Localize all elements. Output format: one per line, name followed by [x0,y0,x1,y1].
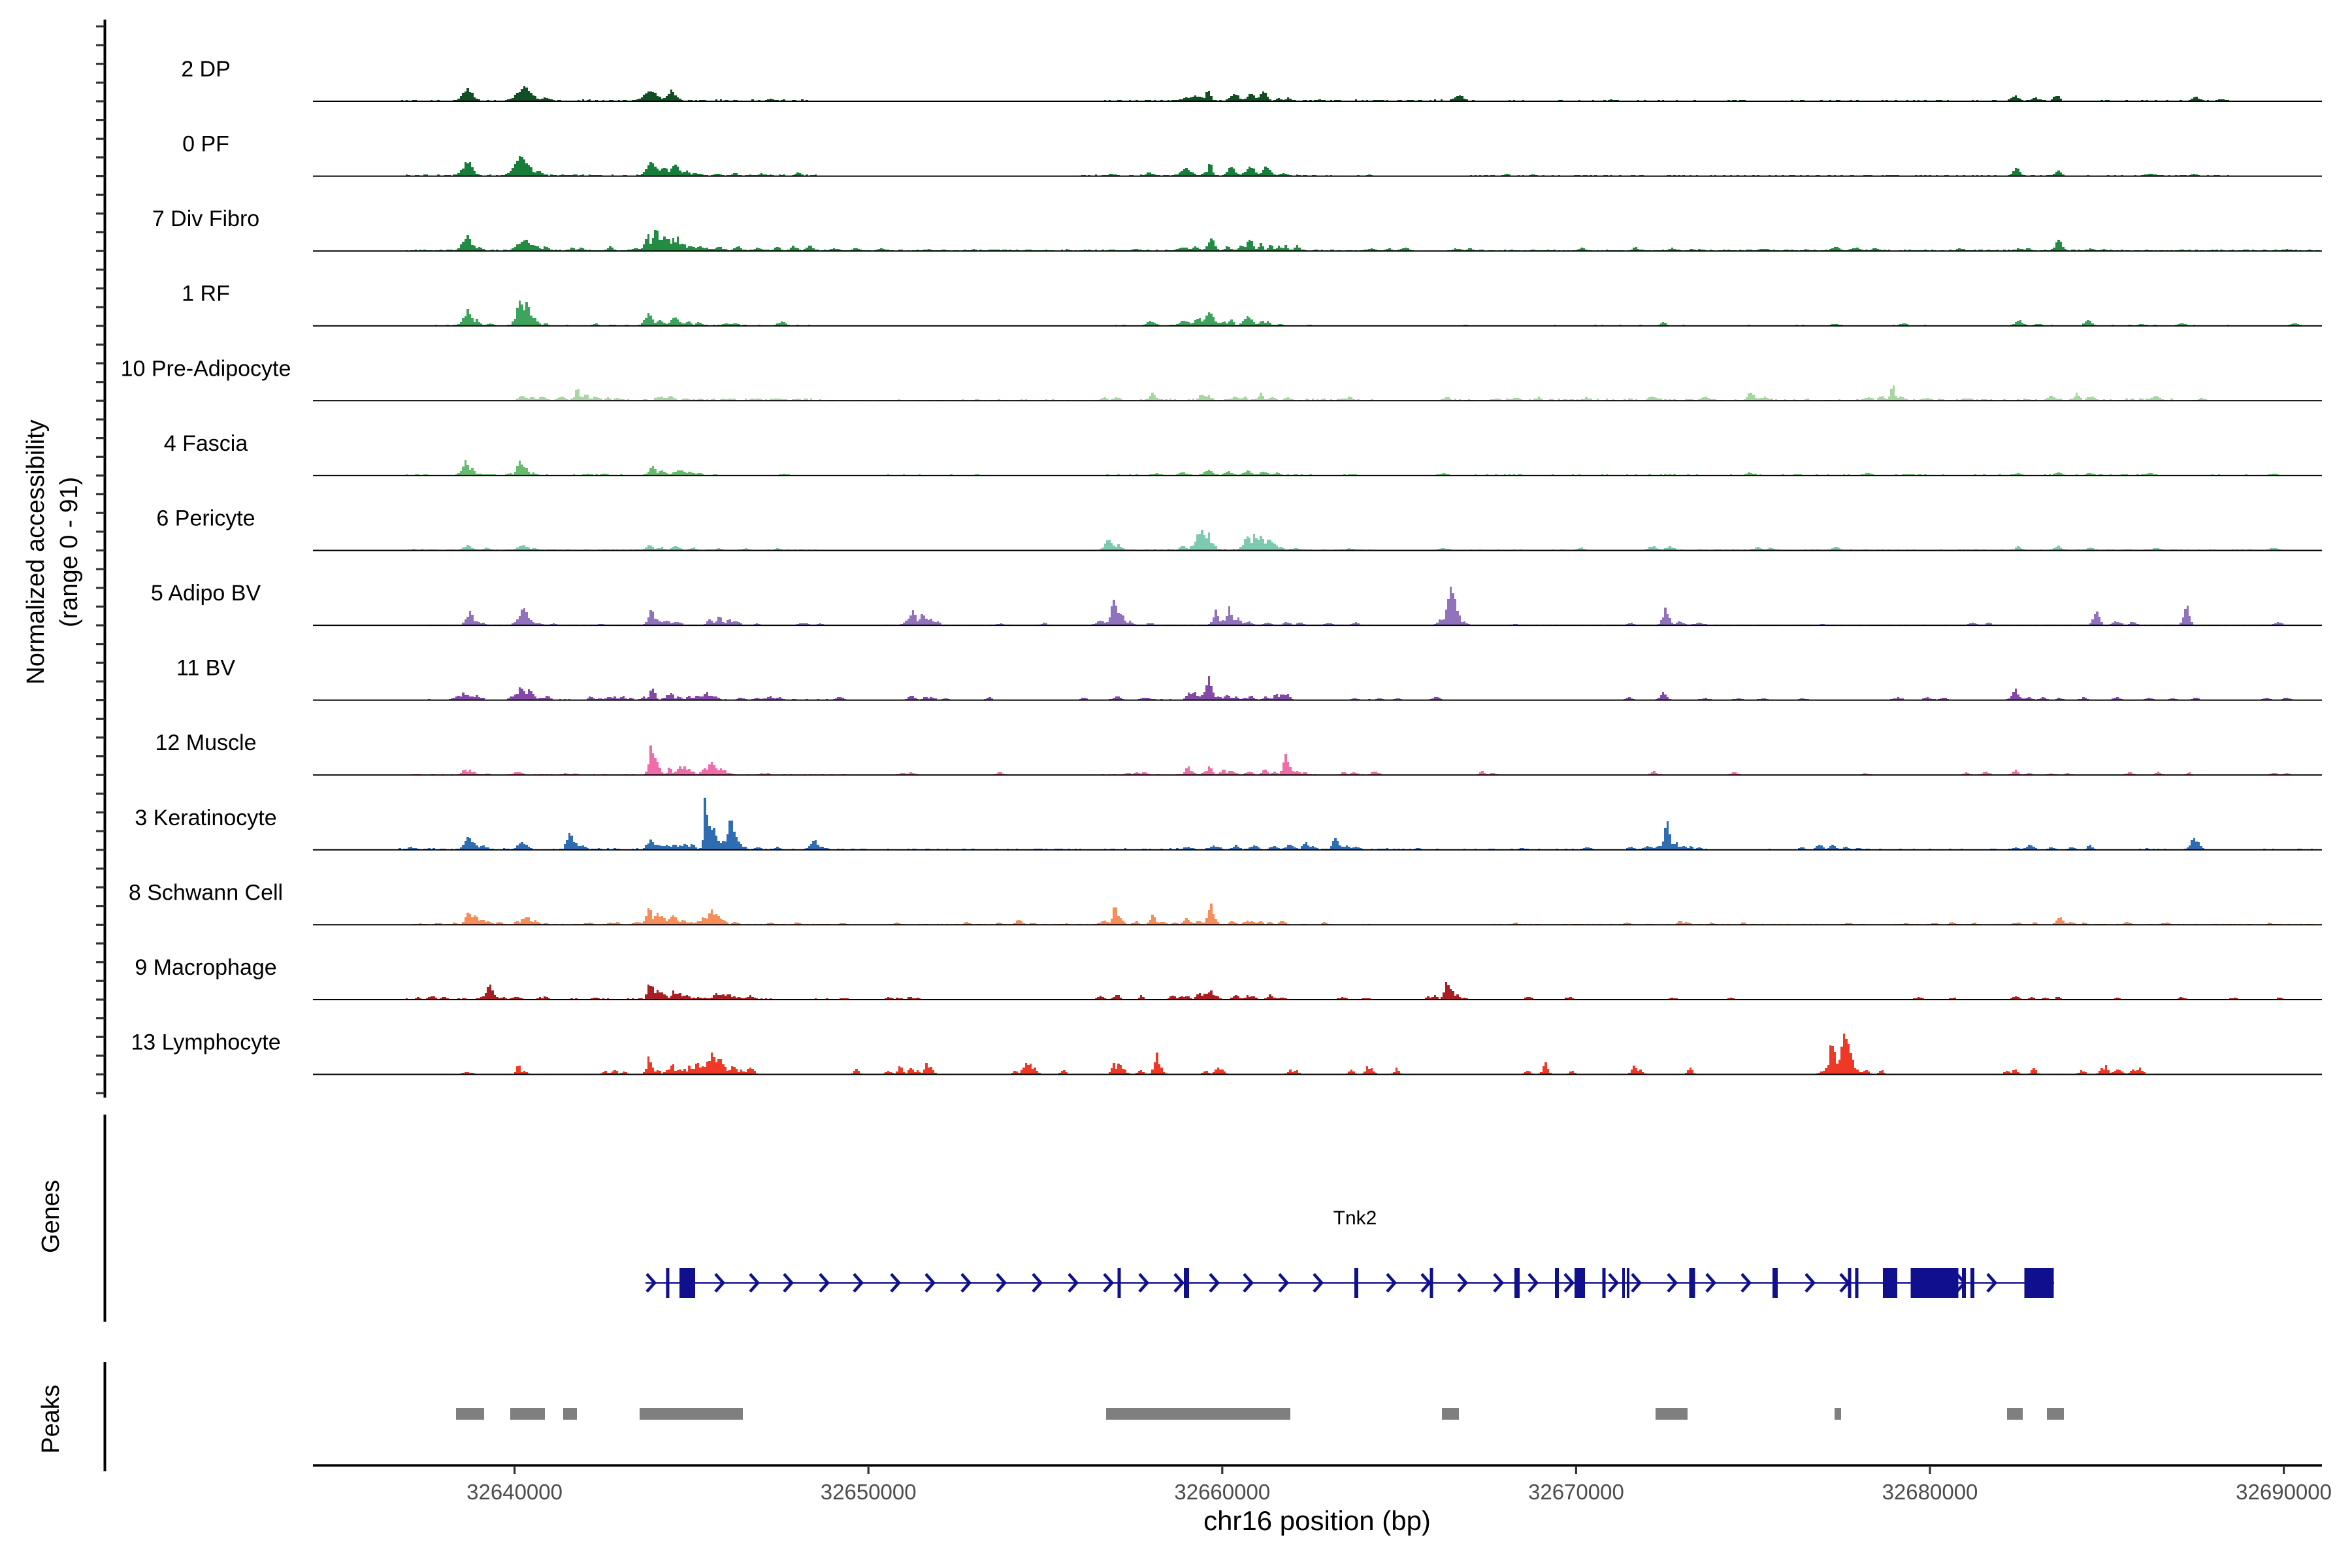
svg-text:32670000: 32670000 [1528,1480,1624,1504]
svg-text:5 Adipo BV: 5 Adipo BV [151,581,261,606]
svg-text:32680000: 32680000 [1882,1480,1978,1504]
svg-text:13 Lymphocyte: 13 Lymphocyte [131,1030,280,1055]
svg-text:32690000: 32690000 [2236,1480,2332,1504]
svg-text:(range 0 - 91): (range 0 - 91) [56,477,83,627]
svg-text:6 Pericyte: 6 Pericyte [156,506,255,531]
svg-text:0 PF: 0 PF [182,132,229,157]
svg-text:32650000: 32650000 [821,1480,917,1504]
svg-text:7 Div Fibro: 7 Div Fibro [152,206,259,231]
svg-text:32660000: 32660000 [1174,1480,1270,1504]
svg-text:Normalized accessibility: Normalized accessibility [22,419,50,684]
svg-text:Genes: Genes [37,1180,65,1253]
svg-text:1 RF: 1 RF [182,282,230,306]
svg-text:3 Keratinocyte: 3 Keratinocyte [135,806,276,830]
svg-text:Tnk2: Tnk2 [1333,1207,1377,1229]
svg-text:9 Macrophage: 9 Macrophage [135,955,276,980]
svg-text:10 Pre-Adipocyte: 10 Pre-Adipocyte [121,356,291,381]
svg-text:8 Schwann Cell: 8 Schwann Cell [129,880,283,905]
svg-text:2 DP: 2 DP [181,57,231,82]
svg-text:Peaks: Peaks [37,1384,65,1454]
svg-text:chr16 position (bp): chr16 position (bp) [1203,1505,1431,1536]
svg-text:11 BV: 11 BV [176,656,235,681]
svg-text:32640000: 32640000 [466,1480,563,1504]
svg-text:12 Muscle: 12 Muscle [155,730,257,755]
svg-text:4 Fascia: 4 Fascia [164,431,248,456]
